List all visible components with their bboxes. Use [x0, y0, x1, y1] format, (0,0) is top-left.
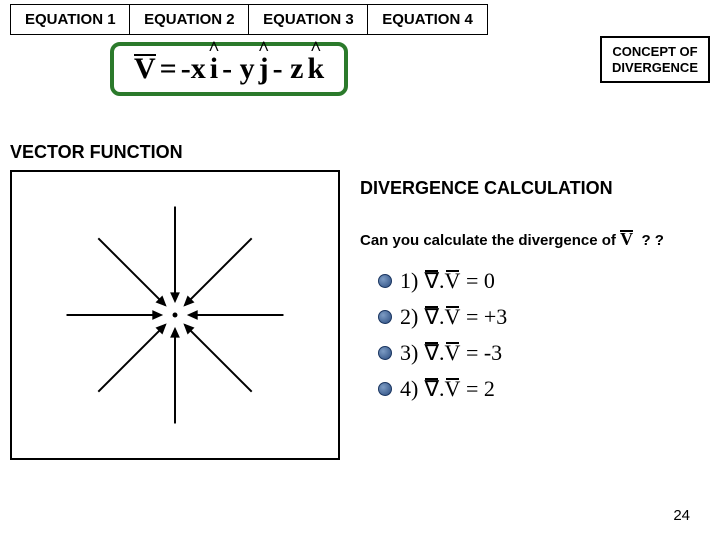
option-1[interactable]: 1)∇.V = 0	[378, 268, 706, 294]
equation-lhs-var: V	[134, 52, 156, 85]
term1-coef: -x	[181, 52, 206, 86]
concept-line2: DIVERGENCE	[612, 60, 698, 76]
option-expression: ∇.V = -3	[424, 340, 502, 366]
vector-function-title: VECTOR FUNCTION	[10, 142, 183, 163]
option-bullet-icon	[378, 346, 392, 360]
concept-line1: CONCEPT OF	[612, 44, 698, 60]
option-bullet-icon	[378, 382, 392, 396]
question-line: Can you calculate the divergence of V ? …	[360, 229, 706, 250]
question-suffix: ? ?	[641, 232, 664, 249]
equals-sign: =	[160, 52, 177, 86]
option-index: 4)	[400, 376, 418, 402]
options-list: 1)∇.V = 02)∇.V = +33)∇.V = -34)∇.V = 2	[378, 268, 706, 402]
tabs-row: EQUATION 1 EQUATION 2 EQUATION 3 EQUATIO…	[10, 4, 486, 35]
term2-coef: - y	[222, 52, 255, 86]
right-panel: DIVERGENCE CALCULATION Can you calculate…	[360, 178, 706, 412]
option-bullet-icon	[378, 310, 392, 324]
option-4[interactable]: 4)∇.V = 2	[378, 376, 706, 402]
option-3[interactable]: 3)∇.V = -3	[378, 340, 706, 366]
option-index: 3)	[400, 340, 418, 366]
term3-unit: k	[307, 52, 324, 86]
option-expression: ∇.V = +3	[424, 304, 507, 330]
option-expression: ∇.V = 0	[424, 268, 495, 294]
tab-equation-3[interactable]: EQUATION 3	[248, 4, 369, 35]
term1-unit: i	[210, 52, 218, 86]
question-prefix: Can you calculate the divergence of	[360, 232, 616, 249]
option-index: 2)	[400, 304, 418, 330]
tab-equation-1[interactable]: EQUATION 1	[10, 4, 131, 35]
option-bullet-icon	[378, 274, 392, 288]
divergence-title: DIVERGENCE CALCULATION	[360, 178, 706, 199]
vector-field-diagram	[12, 172, 338, 458]
term3-coef: - z	[273, 52, 304, 86]
vector-field-panel	[10, 170, 340, 460]
page-number: 24	[673, 507, 690, 524]
tab-equation-4[interactable]: EQUATION 4	[367, 4, 488, 35]
option-2[interactable]: 2)∇.V = +3	[378, 304, 706, 330]
concept-badge: CONCEPT OF DIVERGENCE	[600, 36, 710, 83]
equation-box: V = -xi - yj - zk	[110, 42, 348, 96]
question-var: V	[620, 229, 633, 250]
tab-equation-2[interactable]: EQUATION 2	[129, 4, 250, 35]
equation-content: V = -xi - yj - zk	[134, 52, 324, 86]
option-index: 1)	[400, 268, 418, 294]
term2-unit: j	[259, 52, 269, 86]
option-expression: ∇.V = 2	[424, 376, 495, 402]
